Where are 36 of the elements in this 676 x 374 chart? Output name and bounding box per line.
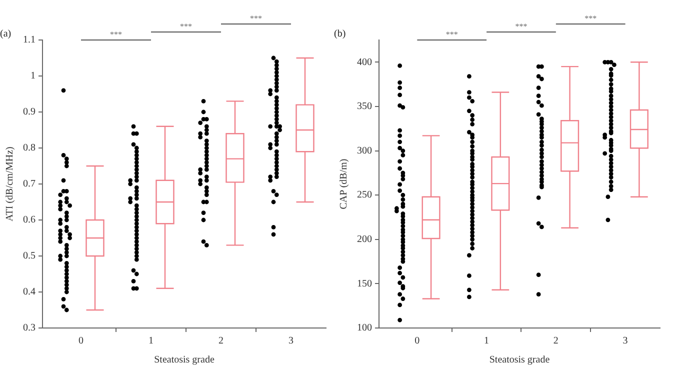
chart-title: (b) [334,28,346,40]
x-tick-label: 3 [288,336,294,347]
x-tick-label: 2 [553,336,558,347]
text: *** [584,14,597,24]
x-tick-label: 0 [414,336,420,347]
y-tick-label: 1 [30,70,36,82]
y-tick-label: 0.7 [23,178,36,190]
y-tick-label: 0.6 [23,214,36,226]
y-tick-label: 1.1 [23,34,36,46]
y-tick-label: 250 [357,190,372,201]
x-tick-label: 1 [148,336,154,347]
x-axis-title: Steatosis grade [154,354,215,366]
y-tick-label: 0.8 [23,142,36,154]
y-tick-label: 0.5 [23,250,36,262]
y-tick-label: 100 [357,322,372,334]
y-axis-title: ATI (dB/cm/MHz) [4,146,16,222]
y-tick-label: 0.4 [23,286,36,298]
y-tick-label: 200 [357,234,372,246]
x-axis-title: Steatosis grade [489,354,550,366]
x-tick-label: 2 [218,336,224,347]
x-tick-label: 3 [622,336,628,347]
y-tick-label: 0.3 [23,322,36,334]
y-tick-label: 400 [357,56,372,68]
x-tick-label: 0 [78,336,84,347]
y-tick-label: 350 [357,101,372,112]
y-axis-title: CAP (dB/m) [338,158,350,210]
x-tick-label: 1 [484,336,490,347]
y-tick-label: 0.9 [23,106,36,118]
chart-title: (a) [0,28,12,40]
text: *** [250,14,262,24]
y-tick-label: 300 [357,145,372,156]
text: *** [515,22,528,32]
text: *** [446,30,458,40]
text: *** [110,30,122,40]
y-tick-label: 150 [357,278,372,290]
text: *** [180,22,192,32]
